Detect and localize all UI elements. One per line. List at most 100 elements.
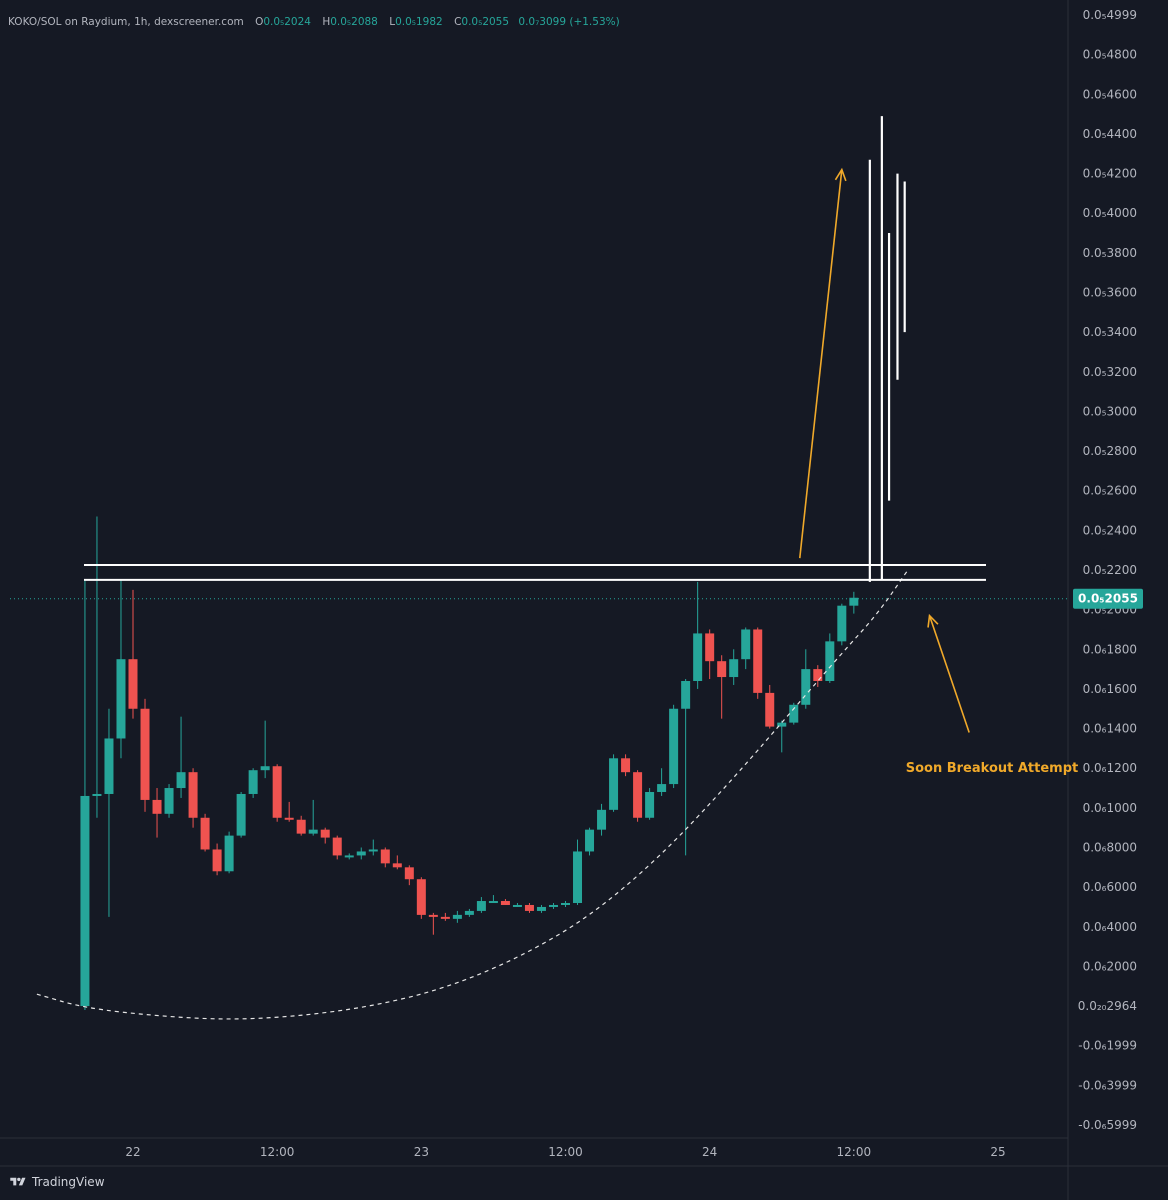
y-tick-label: 0.0₅3600	[1083, 286, 1137, 300]
candle-body	[741, 629, 751, 660]
candle-body	[777, 722, 787, 727]
candle-body	[717, 661, 727, 678]
candle-body	[476, 901, 486, 911]
y-tick-label: 0.0₆1600	[1083, 682, 1137, 696]
candle-body	[849, 597, 859, 606]
y-tick-label: -0.0₆3999	[1078, 1078, 1137, 1092]
candle-body	[705, 633, 715, 662]
candle-body	[296, 819, 306, 834]
x-tick-label: 12:00	[837, 1145, 872, 1159]
candle-body	[236, 793, 246, 836]
candle-body	[561, 903, 570, 905]
x-tick-label: 24	[702, 1145, 717, 1159]
candle-body	[621, 758, 631, 773]
open-value: 0.0₅2024	[263, 16, 311, 28]
x-tick-label: 25	[990, 1145, 1005, 1159]
candle-body	[200, 817, 210, 850]
y-tick-label: -0.0₆5999	[1078, 1118, 1137, 1132]
candle-body	[645, 792, 655, 818]
y-tick-label: 0.0₂₀2964	[1078, 999, 1137, 1013]
tradingview-brand[interactable]: TradingView	[32, 1175, 105, 1189]
candle-body	[248, 770, 258, 794]
y-tick-label: 0.0₅2200	[1083, 563, 1137, 577]
candle-body	[272, 766, 282, 818]
candle-body	[80, 795, 90, 1007]
y-tick-label: 0.0₅3000	[1083, 404, 1137, 418]
candle-body	[488, 901, 498, 904]
candle-body	[212, 849, 222, 872]
candle-body	[452, 914, 462, 919]
open-label: O	[255, 16, 264, 28]
candle-body	[332, 837, 342, 856]
last-price-tag	[1073, 588, 1143, 609]
candle-body	[681, 681, 691, 709]
candle-body	[789, 704, 799, 723]
candle-body	[729, 659, 739, 678]
y-tick-label: 0.0₅2600	[1083, 484, 1137, 498]
y-tick-label: 0.0₅4800	[1083, 48, 1137, 62]
candle-body	[176, 772, 186, 789]
candle-body	[380, 849, 390, 864]
candle-body	[464, 910, 474, 915]
y-tick-label: 0.0₆1400	[1083, 722, 1137, 736]
candle-body	[524, 904, 534, 911]
y-tick-label: 0.0₆2000	[1083, 959, 1137, 973]
candle-body	[92, 793, 102, 796]
y-tick-label: 0.0₅3400	[1083, 325, 1137, 339]
close-label: C	[454, 16, 462, 28]
y-tick-label: 0.0₆1200	[1083, 761, 1137, 775]
candle-body	[428, 914, 438, 917]
candle-body	[597, 809, 607, 830]
y-tick-label: 0.0₅4200	[1083, 167, 1137, 181]
target-arrow	[798, 169, 843, 559]
candle-body	[753, 629, 763, 693]
high-label: H	[322, 16, 331, 28]
candle-body	[308, 829, 318, 834]
low-value: 0.0₅1982	[395, 16, 443, 28]
y-tick-label: 0.0₅2400	[1083, 523, 1137, 537]
candle-body	[356, 851, 366, 856]
y-tick-label: 0.0₅4400	[1083, 127, 1137, 141]
y-tick-label: 0.0₅4600	[1083, 87, 1137, 101]
candle-body	[512, 904, 522, 907]
candle-body	[813, 669, 823, 681]
candle-body	[416, 879, 426, 915]
candle-body	[500, 901, 510, 905]
candle-body	[260, 766, 270, 771]
y-tick-label: 0.0₅2800	[1083, 444, 1137, 458]
last-price-label: 0.0₅2055	[1078, 592, 1138, 606]
y-tick-label: 0.0₅4000	[1083, 206, 1137, 220]
target-arrow-head	[834, 167, 847, 182]
x-tick-label: 22	[125, 1145, 140, 1159]
low-label: L	[389, 16, 396, 28]
candle-body	[440, 916, 450, 919]
candle-body	[536, 906, 546, 911]
candle-body	[344, 855, 354, 858]
candle-body	[609, 758, 619, 810]
annotation-breakout: Soon Breakout Attempt	[906, 761, 1079, 776]
candle-body	[801, 669, 811, 705]
candle-body	[585, 829, 595, 852]
x-tick-label: 12:00	[548, 1145, 583, 1159]
candle-body	[128, 659, 138, 709]
close-value: 0.0₅2055	[461, 16, 510, 28]
candle-body	[669, 708, 679, 785]
candle-body	[284, 817, 294, 820]
y-tick-label: 0.0₆8000	[1083, 841, 1137, 855]
candle-body	[633, 772, 643, 818]
candle-body	[188, 772, 198, 818]
x-tick-label: 23	[414, 1145, 429, 1159]
candle-body	[392, 863, 402, 868]
candle-body	[320, 829, 330, 838]
y-tick-label: 0.0₅3200	[1083, 365, 1137, 379]
high-value: 0.0₅2088	[330, 16, 378, 28]
y-tick-label: 0.0₆1000	[1083, 801, 1137, 815]
candle-body	[164, 788, 174, 814]
candle-body	[152, 799, 162, 814]
breakout-arrow	[928, 615, 970, 733]
candle-body	[104, 738, 114, 794]
y-tick-label: 0.0₆4000	[1083, 920, 1137, 934]
candle-body	[765, 692, 775, 727]
y-tick-label: 0.0₆6000	[1083, 880, 1137, 894]
